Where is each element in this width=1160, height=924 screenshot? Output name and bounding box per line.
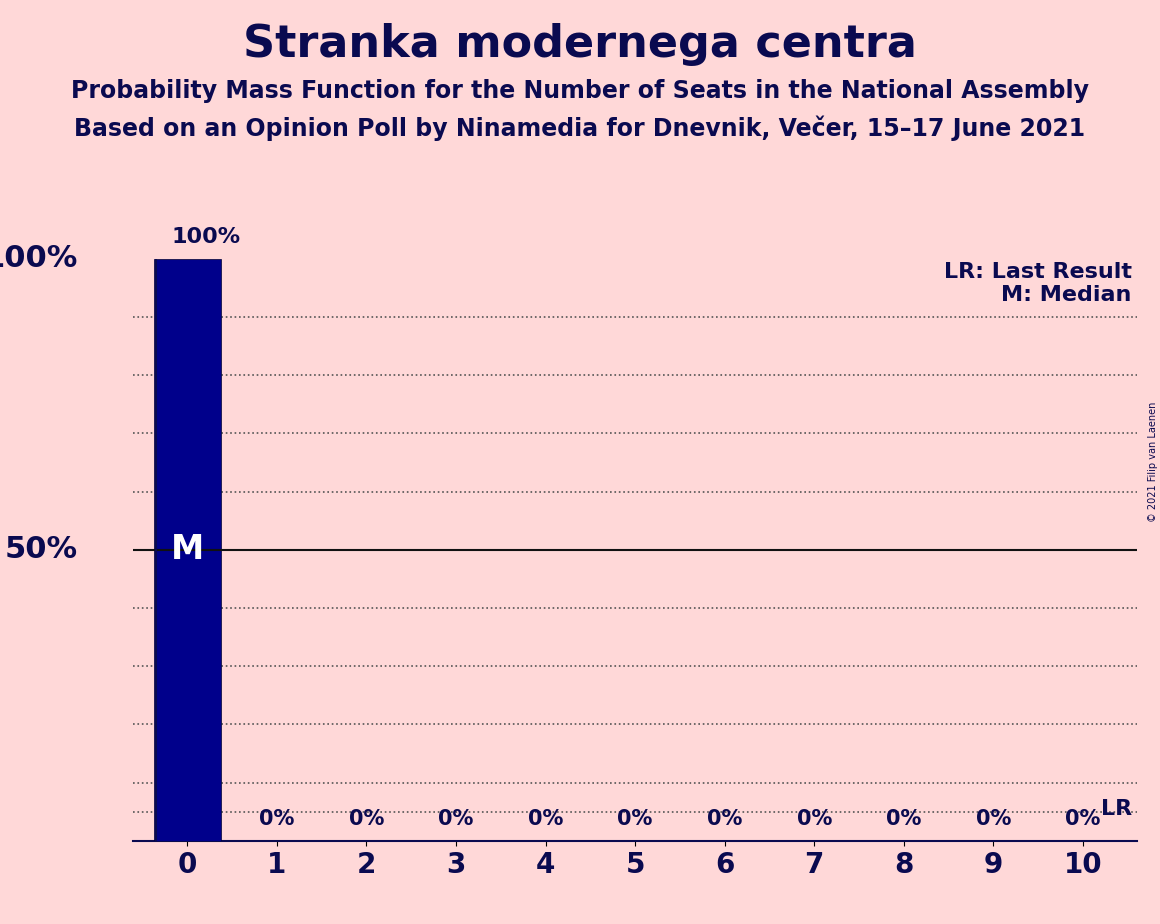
Text: 0%: 0% <box>259 809 295 829</box>
Text: 100%: 100% <box>171 227 240 247</box>
Text: 0%: 0% <box>617 809 653 829</box>
Text: Stranka modernega centra: Stranka modernega centra <box>244 23 916 67</box>
Text: 0%: 0% <box>797 809 832 829</box>
Text: 0%: 0% <box>886 809 921 829</box>
Text: LR: LR <box>1101 799 1132 819</box>
Text: © 2021 Filip van Laenen: © 2021 Filip van Laenen <box>1147 402 1158 522</box>
Text: 0%: 0% <box>706 809 742 829</box>
Text: Based on an Opinion Poll by Ninamedia for Dnevnik, Večer, 15–17 June 2021: Based on an Opinion Poll by Ninamedia fo… <box>74 116 1086 141</box>
Text: M: M <box>171 533 204 566</box>
Text: M: Median: M: Median <box>1001 285 1132 305</box>
Text: 0%: 0% <box>438 809 473 829</box>
Bar <box>153 259 220 841</box>
Text: 0%: 0% <box>976 809 1012 829</box>
Text: 0%: 0% <box>528 809 564 829</box>
Text: 0%: 0% <box>1065 809 1101 829</box>
Text: Probability Mass Function for the Number of Seats in the National Assembly: Probability Mass Function for the Number… <box>71 79 1089 103</box>
Text: 0%: 0% <box>349 809 384 829</box>
Text: 50%: 50% <box>5 535 78 565</box>
Text: LR: Last Result: LR: Last Result <box>944 261 1132 282</box>
Text: 100%: 100% <box>0 244 78 274</box>
